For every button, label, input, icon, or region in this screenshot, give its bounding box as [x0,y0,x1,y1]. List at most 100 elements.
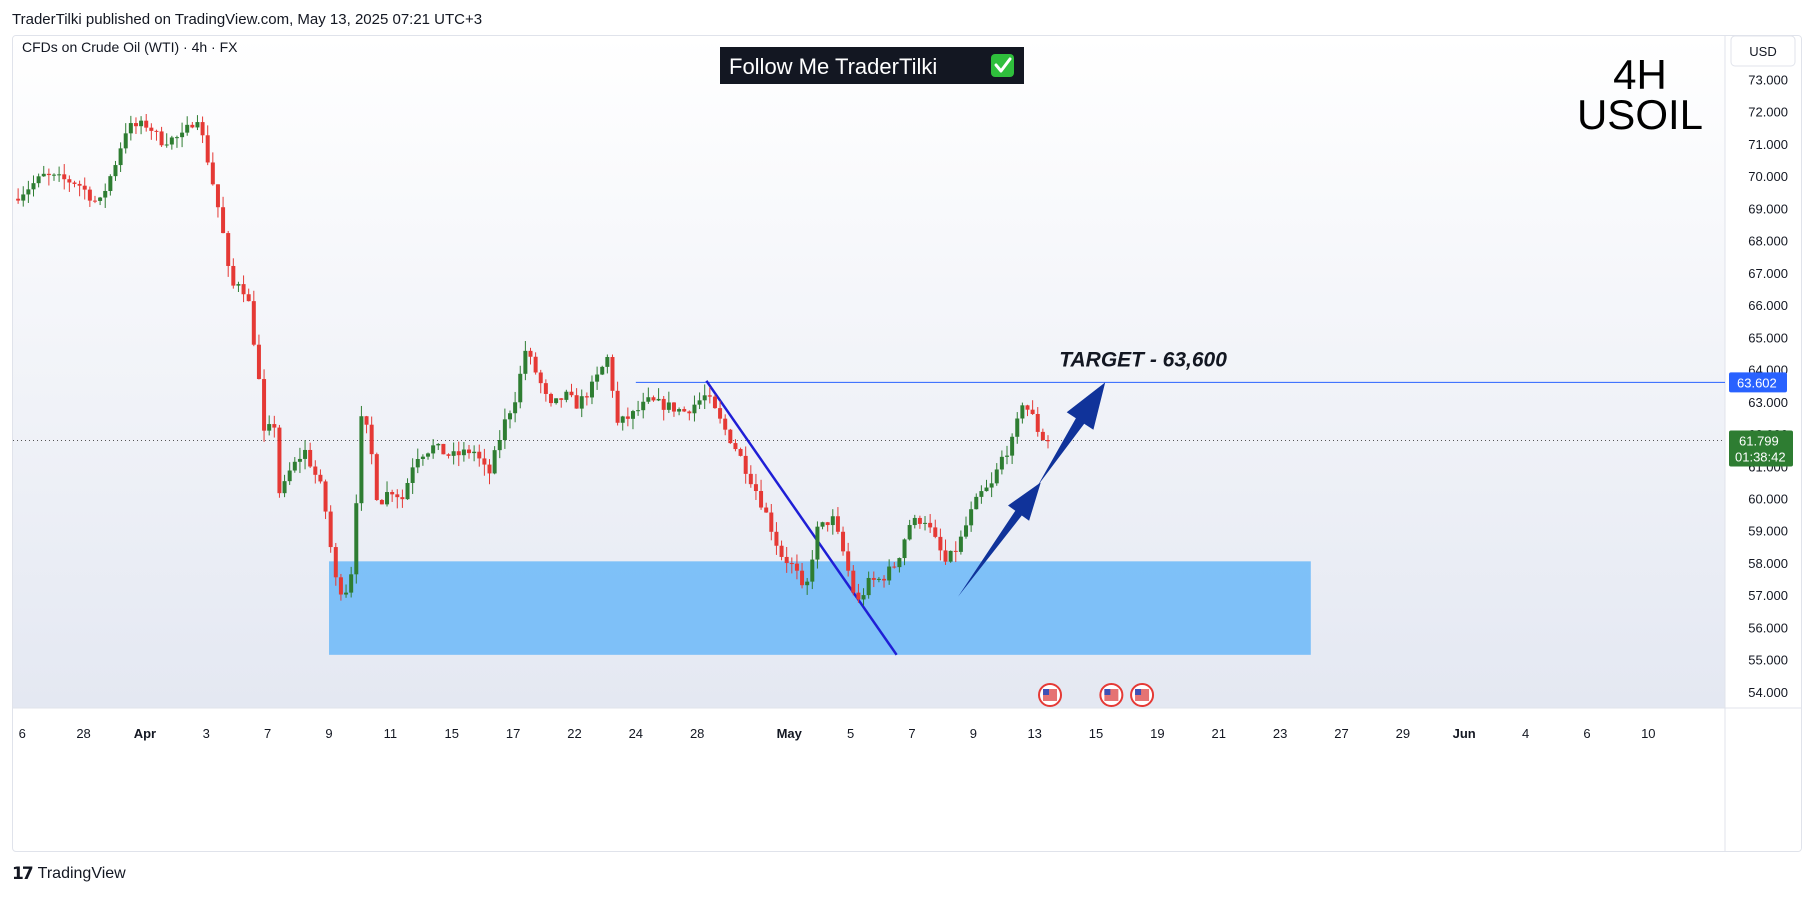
candle-body [395,494,400,498]
candle-body [564,391,569,400]
candle-body [912,517,917,526]
candle [41,165,46,177]
candle-body [256,344,261,380]
candle-body [221,207,226,234]
candle [21,186,26,207]
candle-body [67,179,72,183]
candle [815,521,820,569]
candle [794,554,799,580]
candle-body [92,200,97,202]
candle [707,387,712,404]
candle-body [528,350,533,357]
event-flag-icon[interactable] [1038,683,1063,707]
candle [359,405,364,511]
candle [1025,404,1030,417]
candle [210,152,215,186]
candle [989,472,994,498]
candle-body [87,189,92,201]
candle [1020,402,1025,424]
candle [98,196,103,206]
candle-body [974,496,979,510]
y-tick-label: 65.000 [1748,330,1788,345]
candle [164,133,169,148]
candle [671,402,676,417]
x-tick-label: 17 [506,726,520,741]
y-tick-label: 55.000 [1748,653,1788,668]
candle-body [964,525,969,537]
follow-banner[interactable]: Follow Me TraderTilki [720,47,1024,84]
candle-body [236,284,241,286]
candle [497,430,502,459]
candle-body [723,418,728,430]
candle [272,415,277,438]
candle [477,444,482,467]
candle-body [364,416,369,425]
candle [748,465,753,488]
candle-body [759,491,764,508]
candle [784,547,789,573]
candle [718,400,723,424]
candle [241,275,246,303]
bar-countdown: 01:38:42 [1735,449,1786,464]
candle-body [953,550,958,552]
candle-body [666,402,671,410]
candle-body [1020,405,1025,419]
candle [712,394,717,409]
chart-panel[interactable]: 73.000 72.000 71.000 70.000 69.000 68.000 67.0… [12,35,1802,852]
candle [287,462,292,485]
candle [400,489,405,508]
y-tick-label: 73.000 [1748,72,1788,87]
candle-body [359,416,364,504]
candle [262,369,267,442]
candle-body [405,482,410,500]
x-tick-label: Jun [1453,726,1476,741]
event-flag-icon[interactable] [1099,683,1124,707]
candle [92,195,97,204]
candle-body [677,409,682,412]
candle [426,452,431,460]
candle-body [128,123,133,134]
candle [830,509,835,535]
candle [723,414,728,436]
candle-body [707,395,712,397]
candle-body [856,592,861,600]
candle-body [26,189,31,195]
candle-body [1030,409,1035,414]
candle-body [118,148,123,166]
candle-body [108,176,113,191]
x-tick-label: 28 [76,726,90,741]
candle-body [262,379,267,431]
x-tick-label: 27 [1334,726,1348,741]
candle [697,392,702,410]
candle [764,502,769,513]
candle-body [369,424,374,455]
candle-body [164,144,169,146]
chart-canvas[interactable]: 73.000 72.000 71.000 70.000 69.000 68.000 67.0… [13,36,1802,852]
currency-button[interactable]: USD [1730,36,1796,67]
candle-body [477,451,482,459]
candle [46,168,51,186]
candle-body [154,130,159,132]
event-flag-canton [1043,689,1050,695]
candle [620,415,625,431]
event-flag-icon[interactable] [1130,683,1155,707]
x-tick-label: 4 [1522,726,1529,741]
candle-body [180,132,185,138]
candle-body [830,516,835,526]
candle [907,519,912,541]
candle-body [969,509,974,526]
candle [666,391,671,413]
tradingview-footer[interactable]: 17 TradingView [12,864,126,884]
candle [661,395,666,421]
candle-body [738,449,743,456]
candle [979,485,984,504]
candle-body [133,123,138,127]
candle [492,446,497,475]
candle-body [231,265,236,286]
candle-body [851,570,856,593]
candle [548,392,553,407]
candle-body [671,402,676,412]
x-tick-label: 9 [325,726,332,741]
candle-body [846,551,851,571]
candle [559,398,564,408]
